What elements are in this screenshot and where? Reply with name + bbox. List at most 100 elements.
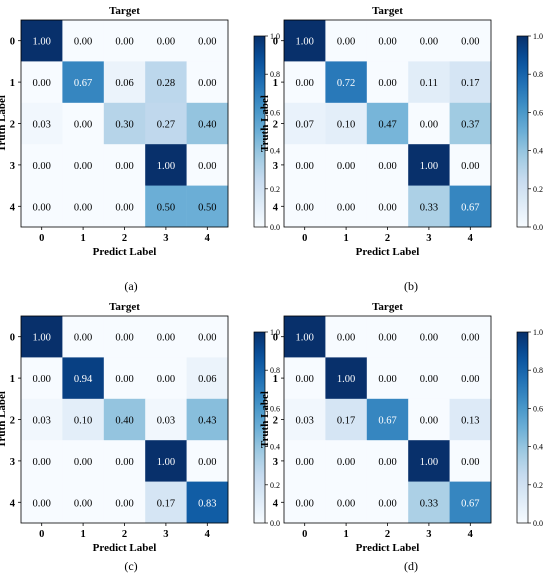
cell-value-label: 0.00 <box>337 37 355 48</box>
x-tick-label: 4 <box>205 233 211 244</box>
y-tick-label: 4 <box>10 202 16 213</box>
y-tick-label: 1 <box>273 78 278 89</box>
heatmap-cell <box>449 102 492 145</box>
cell-value-label: 0.00 <box>296 78 314 89</box>
x-tick-label: 1 <box>343 233 348 244</box>
heatmap-cell <box>284 357 326 400</box>
heatmap-cell <box>408 398 450 441</box>
cell-value-label: 0.00 <box>115 333 133 344</box>
cell-value-label: 0.00 <box>461 161 479 172</box>
heatmap-cell <box>408 481 450 524</box>
cell-value-label: 0.27 <box>157 120 175 131</box>
cell-value-label: 0.00 <box>378 333 396 344</box>
cell-value-label: 0.00 <box>378 202 396 213</box>
cell-value-label: 0.00 <box>337 161 355 172</box>
cell-value-label: 0.67 <box>74 78 92 89</box>
heatmap-cell <box>21 440 63 482</box>
x-tick-label: 3 <box>426 529 431 540</box>
cell-value-label: 1.00 <box>33 37 51 48</box>
cell-value-label: 0.00 <box>115 457 133 468</box>
x-tick-label: 2 <box>385 233 390 244</box>
cell-value-label: 0.06 <box>115 78 133 89</box>
heatmap-cell <box>449 398 492 441</box>
heatmap-cell <box>325 144 368 186</box>
colorbar-tick-label: 1.0 <box>270 328 280 337</box>
heatmap-cell <box>186 481 229 524</box>
heatmap-cell <box>284 185 326 228</box>
heatmap-cell <box>408 185 450 228</box>
heatmap-cell <box>103 398 146 441</box>
x-tick-label: 0 <box>39 233 44 244</box>
heatmap-cell <box>62 316 105 358</box>
cell-value-label: 0.00 <box>115 37 133 48</box>
cell-value-label: 0.67 <box>461 202 479 213</box>
colorbar-tick-label: 0.2 <box>533 185 543 194</box>
colorbar-tick-label: 1.0 <box>533 32 543 41</box>
x-tick-label: 2 <box>122 233 127 244</box>
cell-value-label: 0.00 <box>420 37 438 48</box>
cell-value-label: 0.03 <box>296 416 314 427</box>
colorbar-tick-label: 0.4 <box>533 443 543 452</box>
cell-value-label: 0.50 <box>157 202 175 213</box>
colorbar-tick-label: 0.2 <box>533 481 543 490</box>
cell-value-label: 0.00 <box>115 374 133 385</box>
heatmap-cell <box>145 185 187 228</box>
cell-value-label: 0.00 <box>74 161 92 172</box>
colorbar-tick-label: 0.2 <box>270 185 280 194</box>
cell-value-label: 0.00 <box>461 374 479 385</box>
x-tick-label: 3 <box>163 529 168 540</box>
heatmap-cell <box>21 357 63 400</box>
cell-value-label: 0.10 <box>337 120 355 131</box>
colorbar-tick-label: 0.6 <box>533 108 543 117</box>
heatmap-cell <box>21 61 63 104</box>
cell-value-label: 0.11 <box>420 78 438 89</box>
chart-title: Target <box>109 301 140 313</box>
heatmap-cell <box>62 481 105 524</box>
cell-value-label: 0.33 <box>420 498 438 509</box>
x-tick-label: 1 <box>80 233 85 244</box>
y-tick-label: 2 <box>273 120 278 131</box>
cell-value-label: 0.28 <box>157 78 175 89</box>
colorbar-tick-label: 0.8 <box>533 366 543 375</box>
cell-value-label: 0.00 <box>378 78 396 89</box>
colorbar-tick-label: 0.4 <box>270 443 280 452</box>
y-tick-label: 1 <box>273 374 278 385</box>
cell-value-label: 0.17 <box>157 498 175 509</box>
cell-value-label: 0.00 <box>420 120 438 131</box>
heatmap-cell <box>366 398 409 441</box>
colorbar-tick-label: 0.4 <box>533 147 543 156</box>
cell-value-label: 0.06 <box>198 374 216 385</box>
colorbar-tick-label: 0.4 <box>270 147 280 156</box>
heatmap-cell <box>186 440 229 482</box>
heatmap-cell <box>284 20 326 62</box>
heatmap-cell <box>21 398 63 441</box>
cell-value-label: 0.00 <box>296 374 314 385</box>
heatmap-cell <box>449 61 492 104</box>
heatmap-cell <box>62 61 105 104</box>
y-tick-label: 4 <box>273 202 279 213</box>
cell-value-label: 0.00 <box>74 37 92 48</box>
cell-value-label: 0.00 <box>115 161 133 172</box>
colorbar <box>253 331 266 524</box>
heatmap-cell <box>103 481 146 524</box>
cell-value-label: 0.00 <box>33 78 51 89</box>
heatmap-cell <box>103 61 146 104</box>
heatmap-cell <box>62 144 105 186</box>
heatmap-cell <box>366 440 409 482</box>
x-tick-label: 4 <box>468 233 474 244</box>
cell-value-label: 0.13 <box>461 416 479 427</box>
heatmap-cell <box>325 185 368 228</box>
colorbar-tick-label: 0.0 <box>533 519 543 528</box>
heatmap-cell <box>408 316 450 358</box>
cell-value-label: 0.40 <box>115 416 133 427</box>
cell-value-label: 0.30 <box>115 120 133 131</box>
panel-caption: (b) <box>404 279 418 293</box>
cell-value-label: 0.07 <box>296 120 314 131</box>
heatmap-cell <box>284 61 326 104</box>
heatmap-cell <box>408 440 450 482</box>
heatmap-cell <box>449 316 492 358</box>
cell-value-label: 0.00 <box>157 374 175 385</box>
